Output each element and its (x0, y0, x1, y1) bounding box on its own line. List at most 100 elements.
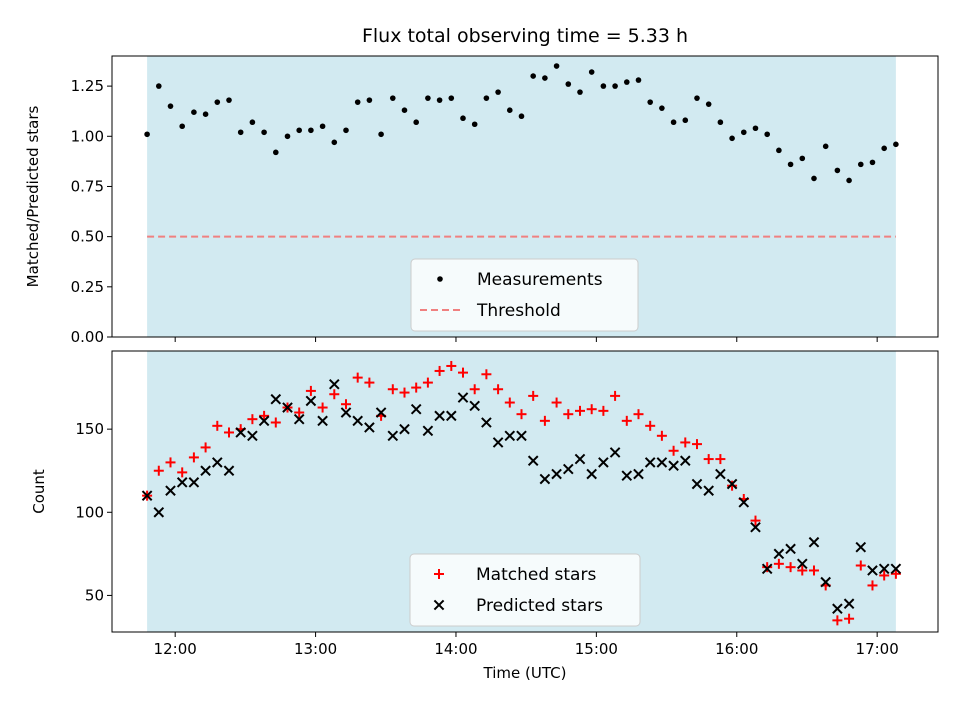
measurement-point (460, 115, 466, 122)
legend-item: Matched stars (434, 565, 596, 585)
predicted-point (317, 415, 328, 427)
measurement-point (834, 167, 841, 174)
predicted-point (668, 460, 679, 472)
measurement-point (308, 127, 314, 134)
measurement-point (577, 89, 583, 95)
matched-point (317, 402, 328, 413)
legend-label: Matched stars (476, 565, 596, 585)
x-tick-label: 16:00 (715, 640, 758, 658)
measurement-point (799, 155, 806, 162)
matched-point (574, 405, 585, 416)
legend-marker (434, 569, 444, 579)
chart-title: Flux total observing time = 5.33 h (362, 25, 688, 47)
measurement-point (752, 125, 759, 132)
matched-point (750, 515, 761, 526)
predicted-point (247, 430, 258, 442)
predicted-point (750, 521, 761, 533)
matched-point (223, 427, 234, 438)
y-tick-label: 0.25 (71, 278, 104, 296)
legend-box (409, 553, 641, 627)
measurement-point (284, 133, 291, 140)
measurement-point (893, 141, 899, 148)
matched-point (610, 390, 621, 401)
matched-point (352, 372, 363, 383)
predicted-point (773, 548, 785, 560)
star-count-panel: 50 100 150 12:00 13:00 14:00 15:00 16:00 17:00 Ti… (30, 350, 939, 682)
measurement-point (261, 129, 267, 136)
matched-point (504, 397, 515, 408)
predicted-point (270, 393, 282, 405)
predicted-point (141, 490, 153, 501)
axes-frame (111, 350, 939, 633)
matched-point (340, 399, 351, 410)
predicted-point (609, 447, 621, 458)
measurement-point (354, 99, 361, 105)
measurement-point (670, 119, 677, 126)
y-axis-label: Count (30, 469, 48, 514)
measurement-point (249, 119, 256, 126)
measurement-point (448, 95, 455, 101)
matched-point (165, 457, 176, 468)
matched-point (844, 613, 855, 624)
x-tick-label: 14:00 (434, 640, 477, 658)
legend-label: Measurements (477, 270, 603, 290)
matched-point (890, 568, 901, 579)
predicted-point (715, 468, 726, 480)
matched-point (446, 360, 457, 371)
predicted-point (481, 417, 492, 428)
predicted-point (176, 477, 188, 488)
predicted-point (258, 415, 270, 427)
matched-point (516, 409, 527, 420)
measurement-point (436, 97, 443, 103)
predicted-point (328, 378, 340, 390)
measurement-point (776, 147, 782, 154)
measurement-point (740, 129, 747, 136)
predicted-point (808, 536, 820, 548)
matched-point (551, 397, 562, 408)
measurement-point (881, 145, 887, 152)
measurement-point (600, 83, 607, 89)
legend-box (410, 258, 639, 332)
measurement-point (647, 99, 653, 105)
predicted-point (188, 477, 200, 488)
measurement-point (226, 97, 232, 103)
axes-frame (111, 55, 939, 338)
predicted-point (434, 410, 445, 422)
predicted-point (282, 402, 293, 413)
x-tick-label: 17:00 (856, 640, 899, 658)
legend-item: Threshold (420, 301, 561, 321)
matched-point (177, 467, 188, 478)
x-tick-label: 12:00 (154, 640, 197, 658)
predicted-point (598, 457, 609, 468)
predicted-point (352, 415, 364, 427)
legend-marker (437, 276, 443, 282)
predicted-point (457, 392, 469, 403)
matched-point (539, 415, 550, 426)
predicted-point (785, 543, 796, 555)
measurement-point (787, 161, 794, 168)
measurement-point (565, 81, 572, 87)
x-tick-label: 13:00 (294, 640, 337, 658)
measurement-point (811, 175, 817, 182)
y-tick-label: 0.50 (71, 228, 104, 246)
predicted-point (679, 455, 691, 467)
measurement-point (682, 117, 689, 124)
measurement-point (542, 75, 548, 81)
measurement-point (413, 119, 419, 126)
measurement-point (694, 95, 700, 101)
y-tick-label: 50 (85, 586, 104, 604)
matched-point (259, 410, 270, 421)
predicted-point (855, 541, 867, 553)
measurement-point (331, 139, 338, 146)
matched-point (434, 365, 445, 376)
measurement-point (272, 149, 279, 156)
predicted-point (796, 558, 808, 570)
legend: Measurements Threshold (410, 258, 639, 332)
predicted-point (820, 576, 831, 588)
matched-point (212, 420, 223, 431)
y-tick-label: 1.00 (71, 127, 104, 145)
y-tick-label: 0.75 (71, 177, 104, 195)
matched-point (598, 405, 609, 416)
matched-point (457, 367, 468, 378)
x-axis-label: Time (UTC) (483, 664, 567, 682)
